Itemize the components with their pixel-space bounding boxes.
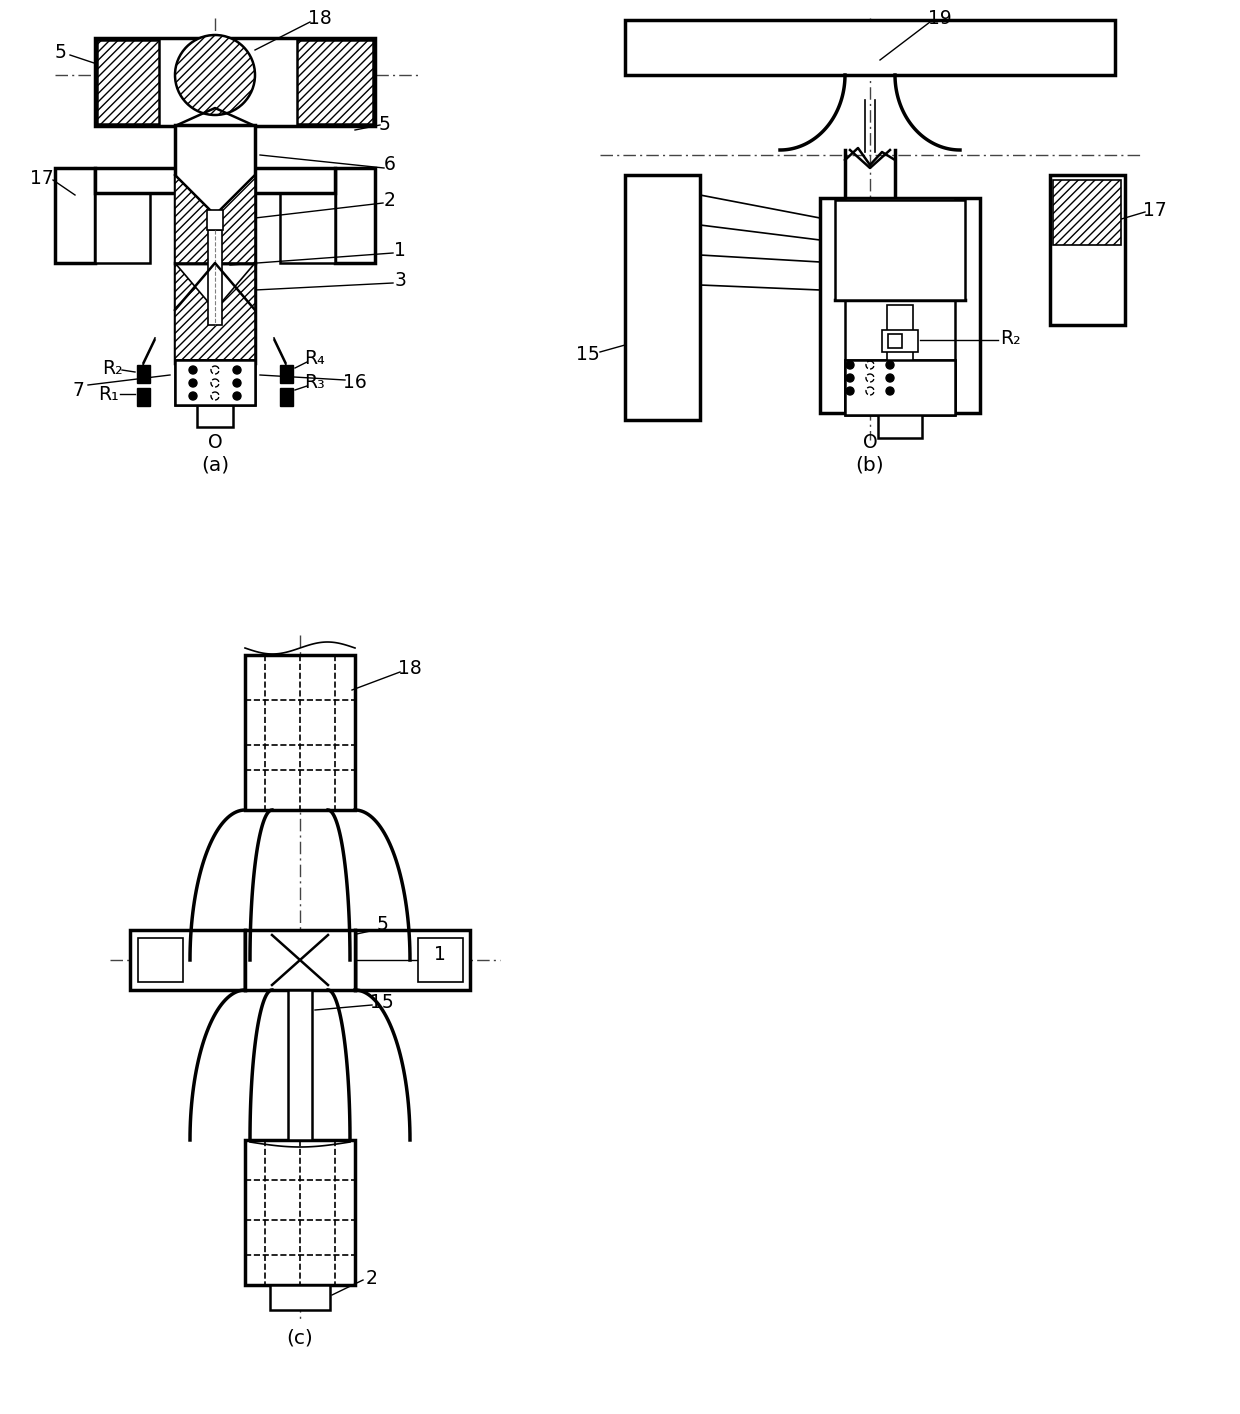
Bar xyxy=(175,263,255,363)
Text: 5: 5 xyxy=(55,42,66,61)
Text: 18: 18 xyxy=(398,659,422,677)
Bar xyxy=(288,990,312,1140)
Circle shape xyxy=(846,387,854,395)
Bar xyxy=(355,930,470,990)
Text: 2: 2 xyxy=(384,191,396,209)
Bar xyxy=(1050,175,1125,325)
Text: 5: 5 xyxy=(376,915,388,935)
Circle shape xyxy=(233,392,241,400)
Text: R₂: R₂ xyxy=(102,359,123,378)
Bar xyxy=(835,199,965,300)
Text: (b): (b) xyxy=(856,455,884,475)
Bar xyxy=(95,38,374,126)
Bar xyxy=(95,168,335,192)
Bar xyxy=(270,1285,330,1309)
Bar xyxy=(887,305,913,413)
Text: 17: 17 xyxy=(30,168,53,188)
Text: R₃: R₃ xyxy=(305,372,325,392)
Bar xyxy=(280,168,335,263)
Bar xyxy=(844,361,955,414)
Bar xyxy=(1053,180,1121,245)
Bar xyxy=(844,198,955,413)
Circle shape xyxy=(887,361,894,369)
Bar xyxy=(207,211,223,230)
Bar xyxy=(844,361,955,414)
Bar xyxy=(246,1140,355,1285)
Text: 5: 5 xyxy=(379,116,391,134)
Circle shape xyxy=(846,361,854,369)
Bar xyxy=(625,20,1115,75)
Circle shape xyxy=(188,379,197,387)
Polygon shape xyxy=(175,175,255,263)
Circle shape xyxy=(233,379,241,387)
Text: 1: 1 xyxy=(394,240,405,260)
Bar xyxy=(280,387,293,406)
Bar xyxy=(175,124,255,263)
Circle shape xyxy=(188,366,197,373)
Bar xyxy=(246,930,355,990)
Text: 17: 17 xyxy=(1143,201,1167,219)
Bar xyxy=(625,175,701,420)
Text: R₂: R₂ xyxy=(999,328,1021,348)
Polygon shape xyxy=(175,263,255,361)
Text: 1: 1 xyxy=(434,946,446,964)
Text: O: O xyxy=(863,433,878,451)
Text: R₄: R₄ xyxy=(305,348,325,368)
Bar xyxy=(175,361,255,404)
Circle shape xyxy=(887,387,894,395)
Bar xyxy=(418,937,463,981)
Bar xyxy=(136,387,150,406)
Text: 18: 18 xyxy=(308,8,332,27)
Circle shape xyxy=(887,373,894,382)
Bar xyxy=(280,365,293,383)
Bar xyxy=(175,124,255,175)
Text: (c): (c) xyxy=(286,1329,314,1348)
Bar xyxy=(298,40,373,124)
Text: 19: 19 xyxy=(928,8,952,27)
Bar xyxy=(136,365,150,383)
Bar xyxy=(197,404,233,427)
Circle shape xyxy=(175,35,255,115)
Text: (a): (a) xyxy=(201,455,229,475)
Text: 15: 15 xyxy=(370,993,394,1011)
Bar xyxy=(882,329,918,352)
Text: R₁: R₁ xyxy=(98,385,118,403)
Text: 7: 7 xyxy=(72,380,84,400)
Circle shape xyxy=(233,366,241,373)
Circle shape xyxy=(188,392,197,400)
Text: 15: 15 xyxy=(577,345,600,365)
Bar xyxy=(246,655,355,810)
Polygon shape xyxy=(272,935,329,960)
Text: 3: 3 xyxy=(394,270,405,290)
Bar xyxy=(888,334,901,348)
Circle shape xyxy=(846,373,854,382)
Text: 2: 2 xyxy=(366,1268,378,1288)
Bar xyxy=(335,168,374,263)
Polygon shape xyxy=(175,107,255,139)
Bar xyxy=(138,937,184,981)
Polygon shape xyxy=(272,960,329,986)
Text: 6: 6 xyxy=(384,156,396,174)
Text: 16: 16 xyxy=(343,373,367,393)
Bar xyxy=(130,930,246,990)
Bar xyxy=(208,230,222,325)
Bar xyxy=(55,168,95,263)
Text: O: O xyxy=(207,433,222,451)
Bar xyxy=(820,198,980,413)
Bar xyxy=(95,168,150,263)
Bar xyxy=(878,413,923,438)
Bar xyxy=(175,361,255,404)
Bar xyxy=(97,40,159,124)
